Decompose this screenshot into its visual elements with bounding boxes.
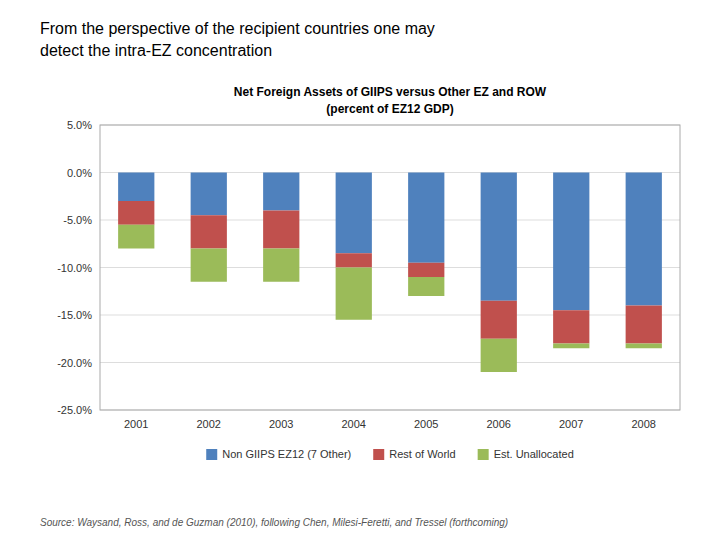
- legend-item: Non GIIPS EZ12 (7 Other): [206, 448, 351, 460]
- bar: [336, 268, 372, 320]
- bar: [191, 249, 227, 282]
- y-tick-label: -15.0%: [57, 309, 92, 321]
- bar: [263, 173, 299, 211]
- x-tick-label: 2005: [414, 418, 438, 430]
- y-tick-label: -5.0%: [63, 214, 92, 226]
- x-tick-label: 2007: [559, 418, 583, 430]
- legend-swatch: [373, 449, 384, 460]
- chart: From the perspective of the recipient co…: [0, 0, 720, 540]
- slide-title: From the perspective of the recipient co…: [40, 20, 435, 37]
- bar: [263, 249, 299, 282]
- bars: [118, 173, 662, 373]
- legend-swatch: [478, 449, 489, 460]
- legend-item: Est. Unallocated: [478, 448, 574, 460]
- chart-subtitle: (percent of EZ12 GDP): [326, 102, 453, 116]
- bar: [336, 253, 372, 267]
- legend-label: Rest of World: [389, 448, 455, 460]
- bar: [408, 173, 444, 263]
- bar: [553, 310, 589, 343]
- legend-label: Est. Unallocated: [494, 448, 574, 460]
- bar: [118, 173, 154, 202]
- legend-item: Rest of World: [373, 448, 455, 460]
- bar: [191, 173, 227, 216]
- x-tick-label: 2002: [197, 418, 221, 430]
- x-tick-label: 2001: [124, 418, 148, 430]
- grid-line: [100, 267, 680, 268]
- bar: [626, 344, 662, 349]
- grid-line: [100, 315, 680, 316]
- bar: [481, 301, 517, 339]
- y-tick-label: -20.0%: [57, 357, 92, 369]
- bar: [481, 339, 517, 372]
- x-tick-label: 2008: [632, 418, 656, 430]
- bar: [118, 201, 154, 225]
- bar: [191, 215, 227, 248]
- y-tick-label: -10.0%: [57, 262, 92, 274]
- y-tick-label: 0.0%: [67, 167, 92, 179]
- x-tick-label: 2006: [487, 418, 511, 430]
- x-tick-label: 2004: [342, 418, 366, 430]
- bar: [553, 344, 589, 349]
- bar: [626, 306, 662, 344]
- chart-title: Net Foreign Assets of GIIPS versus Other…: [234, 85, 547, 99]
- bar: [626, 173, 662, 306]
- bar: [481, 173, 517, 301]
- legend-swatch: [206, 449, 217, 460]
- legend: Non GIIPS EZ12 (7 Other) Rest of World Est…: [206, 448, 574, 460]
- series: [118, 225, 662, 372]
- bar: [336, 173, 372, 254]
- grid-line: [100, 362, 680, 363]
- bar: [553, 173, 589, 311]
- slide-title: detect the intra-EZ concentration: [40, 42, 272, 59]
- y-tick-label: -25.0%: [57, 404, 92, 416]
- bar: [408, 277, 444, 296]
- y-tick-label: 5.0%: [67, 119, 92, 131]
- grid: [100, 125, 680, 410]
- series: [118, 173, 662, 311]
- series: [118, 201, 662, 344]
- plot-frame: [100, 125, 680, 410]
- grid-line: [100, 220, 680, 221]
- bar: [408, 263, 444, 277]
- bar: [118, 225, 154, 249]
- x-tick-label: 2003: [269, 418, 293, 430]
- bar: [263, 211, 299, 249]
- grid-line: [100, 172, 680, 173]
- legend-label: Non GIIPS EZ12 (7 Other): [222, 448, 351, 460]
- source-note: Source: Waysand, Ross, and de Guzman (20…: [40, 517, 508, 528]
